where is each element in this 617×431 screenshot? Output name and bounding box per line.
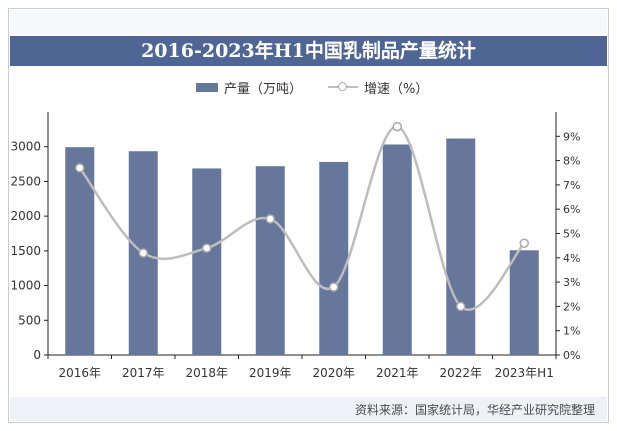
x-tick-label: 2023年H1: [495, 366, 554, 380]
growth-point: [75, 163, 85, 173]
y-left-tick-label: 3000: [10, 140, 41, 154]
legend-line-label: 增速（%）: [364, 81, 429, 97]
y-left-tick-label: 2500: [10, 174, 41, 188]
y-right-tick-label: 1%: [563, 325, 580, 338]
bar: [65, 147, 95, 355]
y-right-tick-label: 0%: [563, 349, 580, 362]
growth-point: [202, 243, 212, 253]
y-left-tick-label: 1000: [10, 279, 41, 293]
y-right-tick-label: 8%: [563, 155, 580, 168]
x-tick-label: 2022年: [439, 366, 482, 380]
growth-point: [456, 301, 466, 312]
legend-line-swatch: [328, 81, 359, 93]
legend-bar-swatch: [196, 82, 218, 92]
top-strip: [10, 10, 607, 34]
bar: [255, 166, 285, 355]
x-tick-label: 2021年: [376, 366, 419, 380]
bar: [192, 168, 222, 355]
growth-point: [392, 121, 402, 132]
growth-point: [329, 282, 339, 292]
x-tick-label: 2016年: [58, 366, 101, 380]
bar: [509, 250, 539, 355]
x-tick-label: 2018年: [185, 366, 228, 380]
y-right-tick-label: 2%: [563, 300, 580, 313]
chart-title: 2016-2023年H1中国乳制品产量统计: [10, 36, 607, 66]
y-right-tick-label: 4%: [563, 252, 580, 265]
y-left-tick-label: 1500: [10, 244, 41, 258]
y-right-tick-label: 7%: [563, 179, 580, 192]
bar: [446, 138, 476, 355]
y-left-tick-label: 2000: [10, 209, 41, 223]
growth-point: [265, 214, 275, 224]
footer: 资料来源：国家统计局，华经产业研究院整理: [10, 397, 607, 421]
source-note: 资料来源：国家统计局，华经产业研究院整理: [354, 403, 595, 417]
chart-frame: [8, 8, 609, 423]
x-tick-label: 2020年: [312, 366, 355, 380]
growth-point: [519, 238, 529, 248]
x-tick-label: 2017年: [122, 366, 165, 380]
y-left-tick-label: 0: [33, 348, 41, 362]
y-right-tick-label: 9%: [563, 130, 580, 143]
x-tick-label: 2019年: [249, 366, 292, 380]
y-right-tick-label: 3%: [563, 276, 580, 289]
y-left-tick-label: 500: [18, 313, 41, 327]
y-right-tick-label: 6%: [563, 203, 580, 216]
legend-bar-label: 产量（万吨）: [224, 81, 303, 97]
y-right-tick-label: 5%: [563, 228, 580, 241]
bar: [319, 161, 349, 355]
legend: 产量（万吨） 增速（%）: [196, 78, 429, 97]
growth-point: [138, 248, 148, 258]
bar: [382, 144, 412, 355]
